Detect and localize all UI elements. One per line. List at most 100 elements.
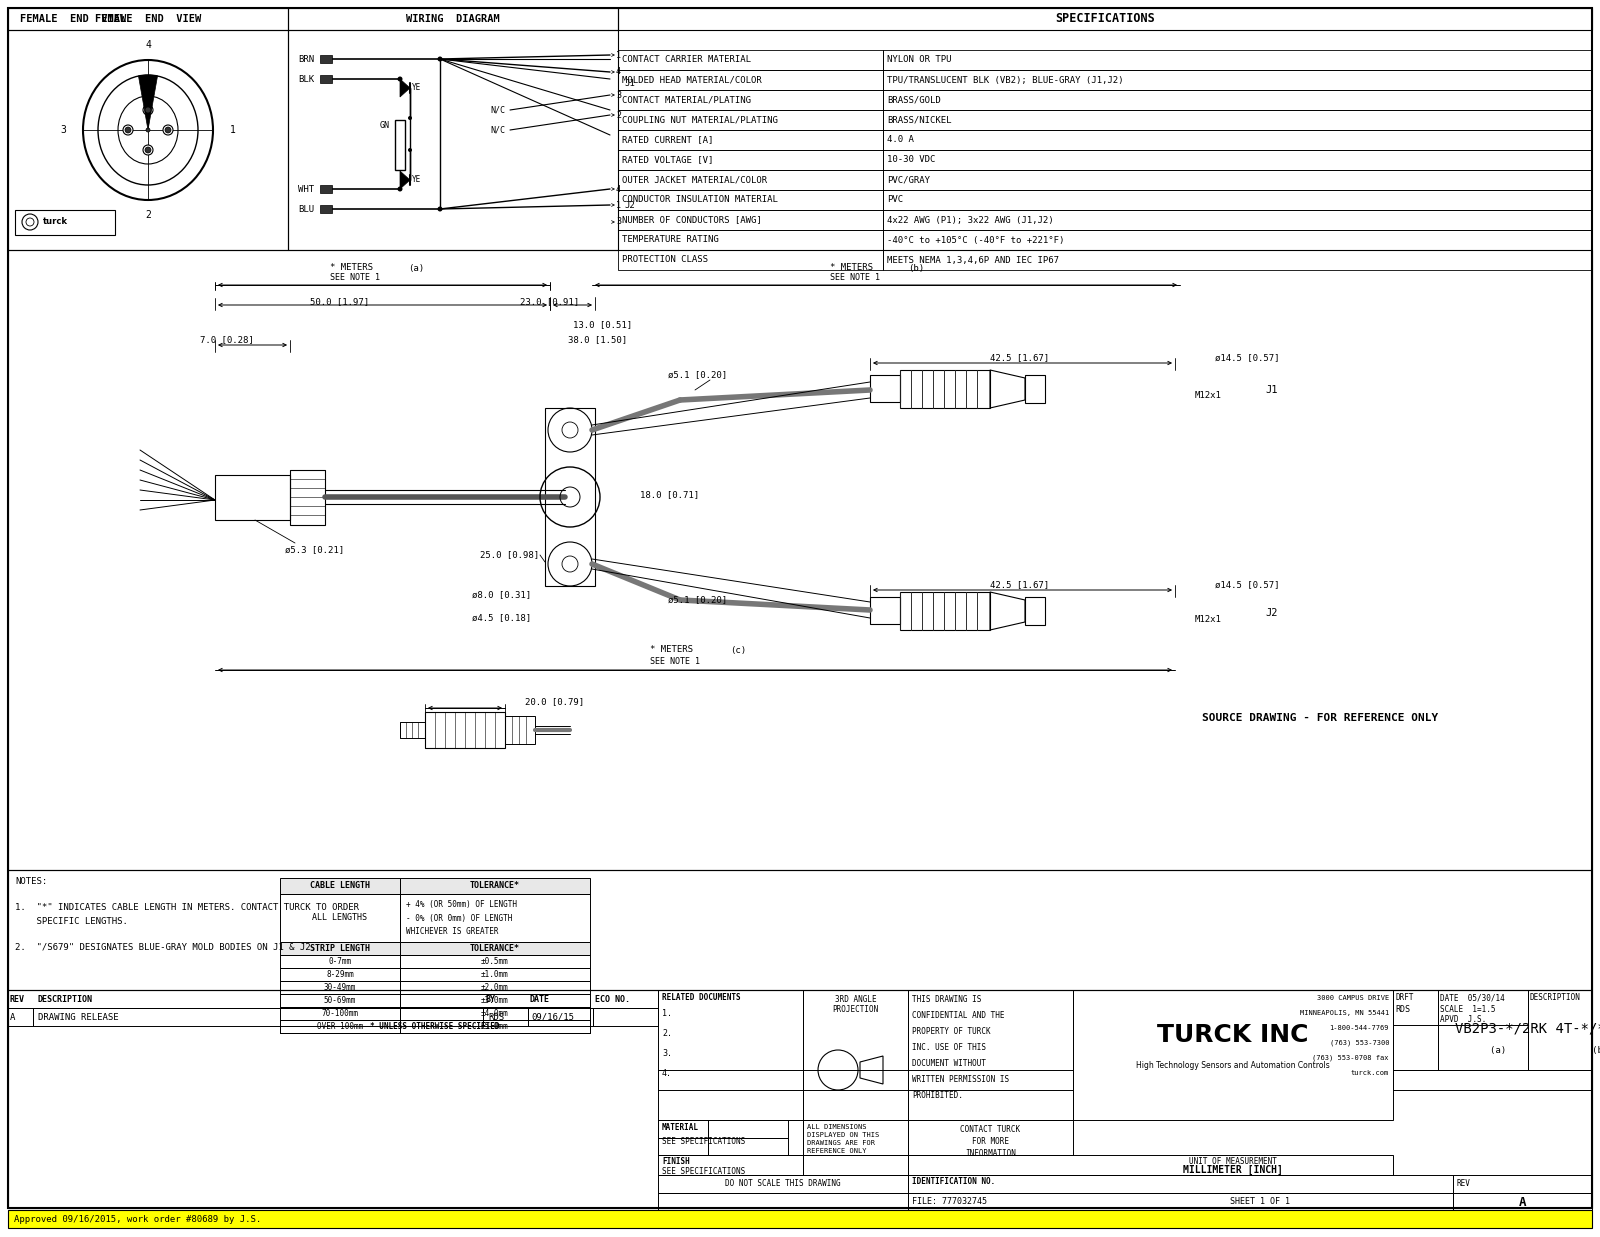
Bar xyxy=(883,210,1592,230)
Bar xyxy=(658,1119,707,1138)
Text: 09/16/15: 09/16/15 xyxy=(531,1013,574,1022)
Text: VB2P3-*/2RK 4T-*/*/*/S679: VB2P3-*/2RK 4T-*/*/*/S679 xyxy=(1456,1021,1600,1035)
Bar xyxy=(280,894,400,943)
Bar xyxy=(400,981,590,995)
Text: 3: 3 xyxy=(616,90,621,99)
Text: MILLIMETER [INCH]: MILLIMETER [INCH] xyxy=(1182,1165,1283,1175)
Circle shape xyxy=(142,105,154,115)
Text: ø4.5 [0.18]: ø4.5 [0.18] xyxy=(472,614,531,622)
Text: 3RD ANGLE: 3RD ANGLE xyxy=(835,996,877,1004)
Text: PVC/GRAY: PVC/GRAY xyxy=(886,176,930,184)
Bar xyxy=(320,54,333,63)
Bar xyxy=(594,1008,658,1025)
Text: CABLE LENGTH: CABLE LENGTH xyxy=(310,882,370,891)
Text: SCALE  1=1.5: SCALE 1=1.5 xyxy=(1440,1006,1496,1014)
Bar xyxy=(280,981,400,995)
Circle shape xyxy=(125,127,131,134)
Text: RATED VOLTAGE [V]: RATED VOLTAGE [V] xyxy=(622,156,714,165)
Bar xyxy=(1438,990,1528,1025)
Bar xyxy=(483,1008,528,1025)
Circle shape xyxy=(123,125,133,135)
Bar xyxy=(280,955,400,969)
Text: YE: YE xyxy=(413,84,421,93)
Text: 70-100mm: 70-100mm xyxy=(322,1009,358,1018)
Text: BRASS/GOLD: BRASS/GOLD xyxy=(886,95,941,104)
Text: * METERS: * METERS xyxy=(650,646,693,654)
Text: NOTES:: NOTES: xyxy=(14,877,48,887)
Bar xyxy=(8,870,1592,990)
Circle shape xyxy=(165,127,171,134)
Text: 18.0 [0.71]: 18.0 [0.71] xyxy=(640,491,699,500)
Text: High Technology Sensors and Automation Controls: High Technology Sensors and Automation C… xyxy=(1136,1060,1330,1070)
Bar xyxy=(14,210,115,235)
Text: ±1.0mm: ±1.0mm xyxy=(482,970,509,978)
Text: TPU/TRANSLUCENT BLK (VB2); BLUE-GRAY (J1,J2): TPU/TRANSLUCENT BLK (VB2); BLUE-GRAY (J1… xyxy=(886,75,1123,84)
Bar xyxy=(658,1192,909,1211)
Bar xyxy=(883,71,1592,90)
Text: NUMBER OF CONDUCTORS [AWG]: NUMBER OF CONDUCTORS [AWG] xyxy=(622,215,762,224)
Text: 2.  "/S679" DESIGNATES BLUE-GRAY MOLD BODIES ON J1 & J2.: 2. "/S679" DESIGNATES BLUE-GRAY MOLD BOD… xyxy=(14,943,317,951)
Text: 3: 3 xyxy=(616,218,621,226)
Text: ø5.1 [0.20]: ø5.1 [0.20] xyxy=(669,595,726,605)
Text: 50-69mm: 50-69mm xyxy=(323,996,357,1004)
Bar xyxy=(1453,1192,1592,1211)
Text: ALL DIMENSIONS: ALL DIMENSIONS xyxy=(806,1124,867,1131)
Circle shape xyxy=(163,125,173,135)
Text: ø5.3 [0.21]: ø5.3 [0.21] xyxy=(285,546,344,554)
Text: CONTACT CARRIER MATERIAL: CONTACT CARRIER MATERIAL xyxy=(622,56,750,64)
Text: SEE NOTE 1: SEE NOTE 1 xyxy=(330,273,381,282)
Text: (c): (c) xyxy=(730,646,746,654)
Bar xyxy=(909,1119,1074,1155)
Text: OVER 100mm: OVER 100mm xyxy=(317,1022,363,1030)
Text: 13.0 [0.51]: 13.0 [0.51] xyxy=(573,320,632,329)
Text: WRITTEN PERMISSION IS: WRITTEN PERMISSION IS xyxy=(912,1075,1010,1085)
Text: TOLERANCE*: TOLERANCE* xyxy=(470,944,520,952)
Text: REV: REV xyxy=(10,995,26,1003)
Bar xyxy=(288,30,618,250)
Text: INC. USE OF THIS: INC. USE OF THIS xyxy=(912,1044,986,1053)
Bar xyxy=(280,1021,400,1033)
Text: MATERIAL: MATERIAL xyxy=(662,1122,699,1132)
Text: 7.0 [0.28]: 7.0 [0.28] xyxy=(200,335,254,344)
Bar xyxy=(899,593,990,630)
Text: N/C: N/C xyxy=(490,105,506,115)
Bar xyxy=(618,49,883,71)
Text: 4.0 A: 4.0 A xyxy=(886,136,914,145)
Text: turck: turck xyxy=(43,218,67,226)
Text: ø14.5 [0.57]: ø14.5 [0.57] xyxy=(1214,580,1280,590)
Circle shape xyxy=(397,187,403,192)
Text: RDS: RDS xyxy=(1395,1006,1410,1014)
Text: J2: J2 xyxy=(1266,609,1277,618)
Circle shape xyxy=(437,207,443,212)
Text: J2: J2 xyxy=(624,200,635,209)
Bar xyxy=(803,1155,909,1175)
Bar xyxy=(658,1119,803,1155)
Text: DESCRIPTION: DESCRIPTION xyxy=(38,995,93,1003)
Text: BLU: BLU xyxy=(298,205,314,214)
Text: MINNEAPOLIS, MN 55441: MINNEAPOLIS, MN 55441 xyxy=(1299,1009,1389,1016)
Text: ø5.1 [0.20]: ø5.1 [0.20] xyxy=(669,371,726,380)
Bar xyxy=(395,120,405,169)
Text: 20.0 [0.79]: 20.0 [0.79] xyxy=(525,698,584,706)
Text: CONTACT TURCK: CONTACT TURCK xyxy=(960,1126,1021,1134)
Bar xyxy=(34,1008,483,1025)
Text: 3: 3 xyxy=(61,125,66,135)
Bar xyxy=(618,110,883,130)
Text: WHICHEVER IS GREATER: WHICHEVER IS GREATER xyxy=(406,928,499,936)
Bar xyxy=(400,995,590,1007)
Bar xyxy=(618,210,883,230)
Text: PROHIBITED.: PROHIBITED. xyxy=(912,1091,963,1101)
Text: NYLON OR TPU: NYLON OR TPU xyxy=(886,56,952,64)
Bar xyxy=(658,1175,909,1192)
Text: DRFT: DRFT xyxy=(1395,993,1413,1002)
Text: DATE: DATE xyxy=(530,995,550,1003)
Bar xyxy=(883,250,1592,270)
Bar xyxy=(909,1175,1453,1192)
Bar xyxy=(883,230,1592,250)
Text: (a)                (b) (c): (a) (b) (c) xyxy=(1490,1045,1600,1054)
Text: 50.0 [1.97]: 50.0 [1.97] xyxy=(310,298,370,307)
Text: 4: 4 xyxy=(616,184,621,193)
Text: 1-800-544-7769: 1-800-544-7769 xyxy=(1330,1025,1389,1030)
Text: ±2.0mm: ±2.0mm xyxy=(482,983,509,992)
Bar xyxy=(658,1138,707,1155)
